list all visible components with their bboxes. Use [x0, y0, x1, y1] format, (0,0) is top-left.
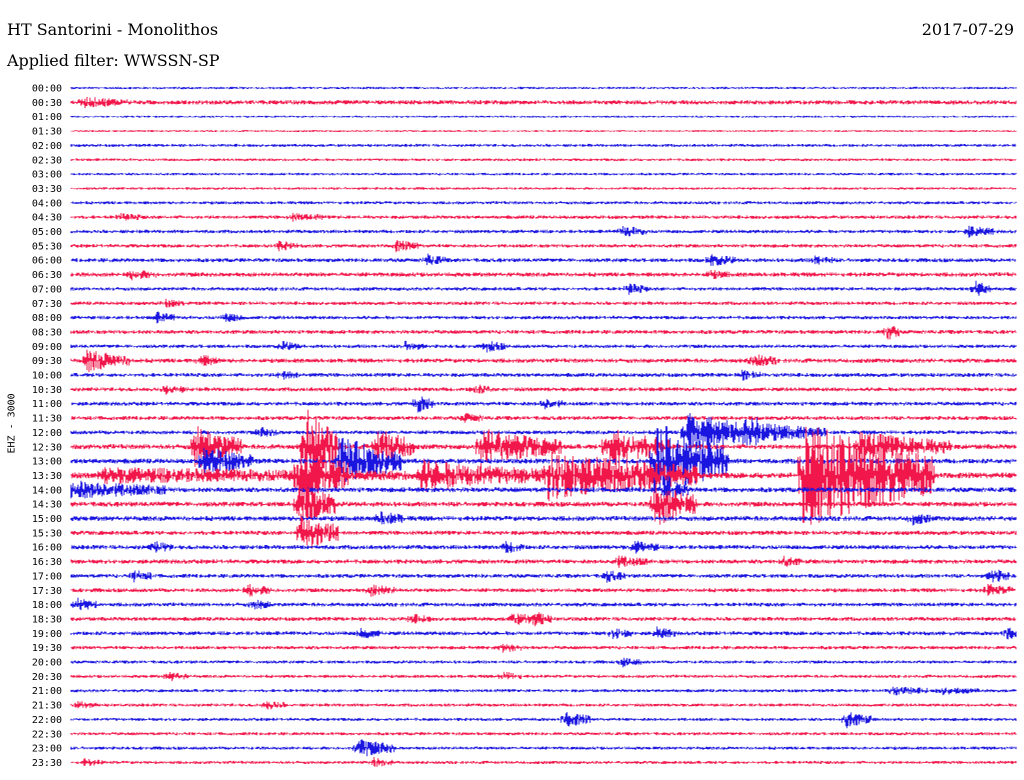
seismic-trace [70, 671, 1017, 682]
seismic-trace [70, 701, 1017, 710]
seismic-trace [70, 270, 1017, 281]
time-tick-label: 00:00 [32, 84, 62, 95]
time-tick-label: 05:30 [32, 241, 62, 252]
time-tick-label: 11:00 [32, 399, 62, 410]
time-tick-label: 07:30 [32, 299, 62, 310]
seismic-trace [70, 686, 1017, 696]
seismic-trace [70, 97, 1017, 109]
time-tick-label: 03:00 [32, 170, 62, 181]
seismic-trace [70, 413, 1017, 423]
time-tick-label: 06:00 [32, 256, 62, 267]
time-tick-label: 22:30 [32, 729, 62, 740]
seismic-trace [70, 426, 1017, 525]
time-tick-label: 07:00 [32, 284, 62, 295]
seismic-trace [70, 511, 1017, 526]
time-tick-label: 08:00 [32, 313, 62, 324]
time-tick-label: 04:30 [32, 213, 62, 224]
time-tick-label: 20:30 [32, 672, 62, 683]
seismic-trace [70, 143, 1017, 147]
time-tick-label: 01:00 [32, 112, 62, 123]
seismic-trace [70, 478, 1017, 501]
time-tick-label: 17:00 [32, 571, 62, 582]
seismic-trace [70, 757, 1017, 767]
time-tick-label: 14:00 [32, 485, 62, 496]
time-tick-label: 17:30 [32, 586, 62, 597]
time-tick-label: 19:30 [32, 643, 62, 654]
time-tick-label: 03:30 [32, 184, 62, 195]
time-tick-label: 04:00 [32, 198, 62, 209]
seismic-trace [70, 569, 1017, 583]
time-tick-label: 21:00 [32, 686, 62, 697]
time-tick-label: 08:30 [32, 327, 62, 338]
time-tick-label: 13:30 [32, 471, 62, 482]
time-tick-label: 23:30 [32, 758, 62, 769]
seismic-trace [70, 384, 1017, 395]
seismic-trace [70, 612, 1017, 627]
seismic-trace [70, 597, 1017, 611]
seismic-trace [70, 513, 1017, 549]
time-tick-label: 12:30 [32, 442, 62, 453]
time-tick-label: 02:30 [32, 155, 62, 166]
time-tick-label: 13:00 [32, 457, 62, 468]
seismic-trace [70, 225, 1017, 238]
time-tick-label: 11:30 [32, 414, 62, 425]
time-tick-label: 05:00 [32, 227, 62, 238]
seismic-trace [70, 130, 1017, 132]
seismic-trace [70, 172, 1017, 176]
seismic-trace [70, 712, 1017, 729]
seismic-trace [70, 158, 1017, 162]
seismic-trace [70, 657, 1017, 668]
time-tick-label: 10:00 [32, 371, 62, 382]
seismic-trace [70, 584, 1017, 597]
seismic-trace [70, 201, 1017, 205]
time-tick-label: 01:30 [32, 127, 62, 138]
time-tick-label: 16:00 [32, 543, 62, 554]
time-tick-label: 15:00 [32, 514, 62, 525]
seismic-trace [70, 643, 1017, 653]
seismic-trace [70, 732, 1017, 736]
filter-label: Applied filter: WWSSN-SP [7, 51, 220, 70]
seismic-trace [70, 212, 1017, 222]
time-tick-label: 10:30 [32, 385, 62, 396]
seismic-trace [70, 626, 1017, 640]
time-tick-label: 15:30 [32, 528, 62, 539]
time-tick-label: 23:00 [32, 744, 62, 755]
time-tick-label: 06:30 [32, 270, 62, 281]
seismic-trace [70, 298, 1017, 308]
time-tick-label: 02:00 [32, 141, 62, 152]
seismic-trace [70, 555, 1017, 568]
seismic-trace [70, 187, 1017, 190]
record-date: 2017-07-29 [921, 20, 1014, 39]
time-tick-label: 22:00 [32, 715, 62, 726]
seismic-trace [70, 349, 1017, 373]
seismic-trace [70, 240, 1017, 253]
seismic-trace [70, 115, 1017, 118]
seismic-trace [70, 326, 1017, 340]
time-tick-label: 20:00 [32, 658, 62, 669]
time-tick-label: 09:00 [32, 342, 62, 353]
seismic-trace [70, 253, 1017, 266]
seismic-trace [70, 483, 1017, 525]
seismic-trace [70, 540, 1017, 554]
time-tick-label: 16:30 [32, 557, 62, 568]
time-tick-label: 14:30 [32, 500, 62, 511]
time-tick-label: 18:30 [32, 614, 62, 625]
seismic-trace [70, 86, 1017, 90]
seismic-trace [70, 369, 1017, 381]
time-tick-label: 19:00 [32, 629, 62, 640]
seismic-trace [70, 311, 1017, 324]
time-tick-label: 21:30 [32, 701, 62, 712]
time-tick-label: 18:00 [32, 600, 62, 611]
seismic-trace [70, 739, 1017, 757]
time-tick-label: 00:30 [32, 98, 62, 109]
station-title: HT Santorini - Monolithos [7, 20, 219, 39]
seismic-trace [70, 340, 1017, 353]
seismic-trace [70, 396, 1017, 413]
time-tick-label: 12:00 [32, 428, 62, 439]
time-tick-label: 09:30 [32, 356, 62, 367]
seismic-trace [70, 280, 1017, 296]
